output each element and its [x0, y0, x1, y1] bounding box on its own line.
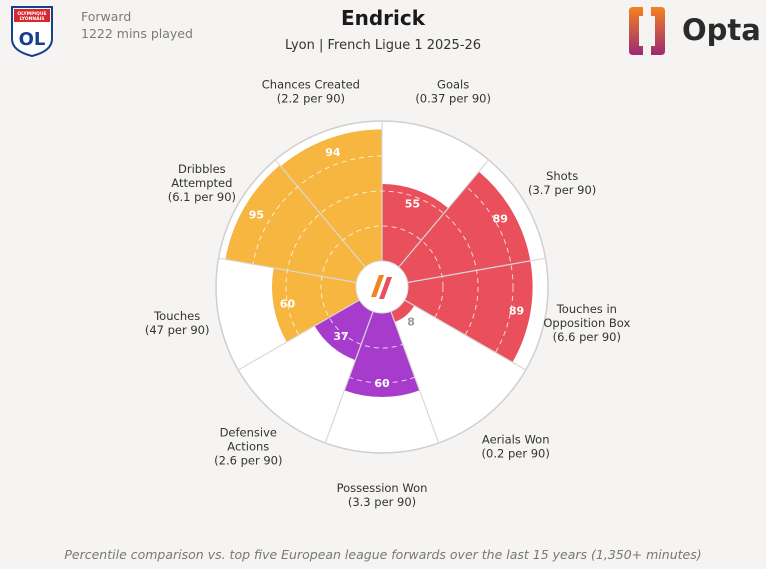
segment-category-label: Possession Won (3.3 per 90) [337, 481, 428, 509]
segment-category-label: Aerials Won (0.2 per 90) [482, 432, 550, 460]
segment-bar [272, 267, 360, 342]
brand-name: Opta [682, 13, 761, 47]
segment-bar [344, 311, 420, 397]
segment-bar [404, 260, 533, 363]
segment-value-label: 60 [374, 377, 390, 390]
segment-value-label: 89 [493, 213, 508, 226]
segment-divider [237, 299, 360, 371]
player-minutes: 1222 mins played [81, 26, 193, 41]
segment-value-label: 37 [333, 330, 348, 343]
segment-category-label: Touches (47 per 90) [145, 309, 210, 337]
segment-category-label: Dribbles Attempted (6.1 per 90) [168, 162, 236, 204]
segment-divider [274, 159, 366, 268]
grid-ring [250, 155, 514, 419]
segment-bar [398, 171, 531, 283]
footnote: Percentile comparison vs. top five Europ… [64, 547, 702, 562]
svg-text:OL: OL [19, 29, 46, 50]
chart-title: Endrick [340, 6, 426, 30]
segment-bar [382, 184, 449, 268]
segment-value-label: 89 [509, 305, 524, 318]
segment-category-label: Defensive Actions (2.6 per 90) [214, 425, 282, 467]
segment-value-label: 95 [249, 209, 264, 222]
club-logo: OLYMPIQUE LYONNAIS OL [11, 6, 53, 57]
segment-bar [314, 300, 374, 361]
player-meta: Forward 1222 mins played [81, 8, 193, 42]
segment-divider [324, 311, 374, 444]
segment-divider [407, 257, 546, 284]
segment-category-label: Shots (3.7 per 90) [528, 169, 596, 197]
segment-divider [398, 159, 490, 268]
center-hub [355, 260, 409, 314]
chart-subtitle: Lyon | French Ligue 1 2025-26 [284, 38, 482, 53]
player-position: Forward [81, 9, 132, 24]
segment-divider [404, 299, 527, 371]
center-logo-icon [371, 275, 392, 299]
segment-value-label: 60 [280, 298, 296, 311]
segment-category-label: Touches in Opposition Box (6.6 per 90) [543, 302, 630, 344]
svg-text:LYONNAIS: LYONNAIS [19, 16, 44, 22]
opta-logo [629, 7, 665, 55]
segment-category-label: Chances Created (2.2 per 90) [262, 78, 360, 106]
segment-bar [225, 165, 366, 283]
svg-text:OLYMPIQUE: OLYMPIQUE [17, 11, 46, 17]
segment-bar [390, 300, 415, 322]
segment-value-label: 94 [325, 146, 341, 159]
segment-value-label: 55 [405, 197, 420, 210]
segment-bar [280, 129, 382, 268]
segment-divider [218, 257, 357, 284]
segment-category-label: Goals (0.37 per 90) [415, 78, 491, 106]
segment-value-label: 8 [407, 316, 415, 329]
segment-divider [390, 311, 440, 444]
grid-ring [320, 225, 444, 349]
